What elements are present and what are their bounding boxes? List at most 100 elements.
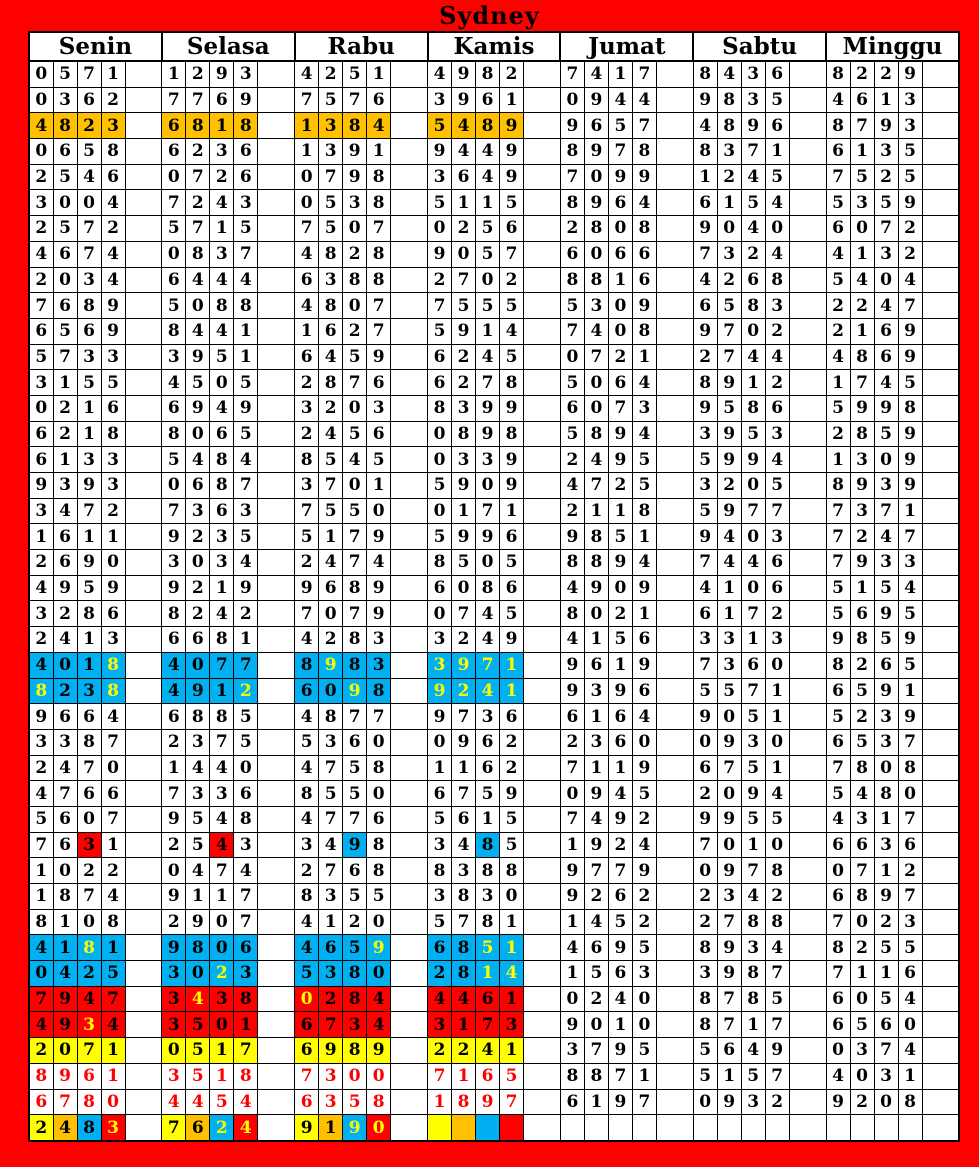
digit-cell: 4 xyxy=(294,934,320,962)
digit-cell: 7 xyxy=(318,754,344,782)
digit-cell: 0 xyxy=(185,420,211,448)
spacer-cell xyxy=(257,600,296,628)
spacer-cell xyxy=(788,343,827,371)
digit-cell: 9 xyxy=(28,703,54,730)
digit-cell: 2 xyxy=(849,1088,875,1116)
digit-cell: 2 xyxy=(100,215,126,242)
digit-cell: 3 xyxy=(849,1037,875,1064)
spacer-cell xyxy=(390,317,429,345)
spacer-cell xyxy=(788,574,827,602)
digit-cell: 1 xyxy=(583,703,609,730)
digit-cell: 6 xyxy=(607,960,633,987)
digit-cell: 9 xyxy=(849,549,875,576)
spacer-cell xyxy=(655,549,694,576)
digit-cell: 2 xyxy=(631,805,657,833)
digit-cell: 2 xyxy=(849,523,875,551)
spacer-cell xyxy=(523,266,561,294)
digit-cell: 4 xyxy=(233,1088,259,1116)
spacer-cell xyxy=(921,677,960,705)
digit-cell: 4 xyxy=(100,1011,126,1039)
digit-cell: 1 xyxy=(825,446,851,473)
digit-cell: 4 xyxy=(451,831,477,859)
digit-cell: 1 xyxy=(318,523,344,551)
digit-cell: 1 xyxy=(76,626,102,653)
spacer-cell xyxy=(124,343,163,371)
digit-cell: 5 xyxy=(161,215,187,242)
digit-cell: 6 xyxy=(427,780,453,807)
digit-cell: 7 xyxy=(849,857,875,884)
digit-cell: 1 xyxy=(100,1062,126,1090)
spacer-cell xyxy=(655,189,694,217)
digit-cell: 1 xyxy=(100,1037,126,1064)
digit-cell: 7 xyxy=(897,728,923,756)
digit-cell: 4 xyxy=(318,549,344,576)
digit-cell: 3 xyxy=(209,240,235,268)
digit-cell: 0 xyxy=(76,908,102,936)
digit-cell: 9 xyxy=(318,651,344,679)
spacer-cell xyxy=(523,831,561,859)
digit-cell: 4 xyxy=(631,703,657,730)
digit-cell: 4 xyxy=(100,883,126,910)
digit-cell: 4 xyxy=(475,163,501,191)
digit-cell: 6 xyxy=(873,317,899,345)
spacer-cell xyxy=(390,497,429,525)
digit-cell: 3 xyxy=(318,266,344,294)
digit-cell: 4 xyxy=(740,215,766,242)
digit-cell: 5 xyxy=(499,805,525,833)
digit-cell: 0 xyxy=(583,163,609,191)
digit-cell: 6 xyxy=(100,780,126,807)
spacer-cell xyxy=(523,215,561,242)
spacer-cell xyxy=(124,703,163,730)
digit-cell: 5 xyxy=(764,86,790,114)
digit-cell: 4 xyxy=(52,1114,78,1142)
digit-cell: 4 xyxy=(100,240,126,268)
digit-cell: 6 xyxy=(475,1062,501,1090)
digit-cell: 5 xyxy=(873,420,899,448)
spacer-cell xyxy=(124,960,163,987)
digit-cell: 7 xyxy=(52,1088,78,1116)
digit-cell: 8 xyxy=(185,112,211,140)
spacer-cell xyxy=(257,240,296,268)
spacer-cell xyxy=(257,472,296,499)
day-header-sabtu: Sabtu xyxy=(692,31,827,62)
digit-cell: 9 xyxy=(607,805,633,833)
spacer-cell xyxy=(788,112,827,140)
digit-cell: 3 xyxy=(716,883,742,910)
spacer-cell xyxy=(921,883,960,910)
spacer-cell xyxy=(921,394,960,422)
spacer-cell xyxy=(124,497,163,525)
digit-cell: 5 xyxy=(342,343,368,371)
digit-cell: 6 xyxy=(427,369,453,396)
digit-cell: 0 xyxy=(740,317,766,345)
digit-cell: 6 xyxy=(342,857,368,884)
digit-cell: 8 xyxy=(740,908,766,936)
digit-cell: 3 xyxy=(475,703,501,730)
spacer-cell xyxy=(390,1011,429,1039)
spacer-cell xyxy=(788,266,827,294)
digit-cell: 5 xyxy=(318,780,344,807)
digit-cell: 5 xyxy=(849,163,875,191)
spacer-cell xyxy=(390,1088,429,1116)
digit-cell: 8 xyxy=(28,1062,54,1090)
digit-cell: 3 xyxy=(76,446,102,473)
digit-cell: 1 xyxy=(740,369,766,396)
digit-cell: 1 xyxy=(100,934,126,962)
digit-cell xyxy=(559,1114,585,1142)
digit-cell: 1 xyxy=(233,626,259,653)
digit-cell: 2 xyxy=(233,677,259,705)
spacer-cell xyxy=(523,446,561,473)
digit-cell: 6 xyxy=(825,138,851,165)
digit-cell: 8 xyxy=(100,420,126,448)
digit-cell: 5 xyxy=(76,369,102,396)
digit-cell: 9 xyxy=(499,138,525,165)
digit-cell: 9 xyxy=(342,1114,368,1142)
digit-cell: 1 xyxy=(873,960,899,987)
digit-cell: 8 xyxy=(716,112,742,140)
digit-cell: 4 xyxy=(209,805,235,833)
spacer-cell xyxy=(257,677,296,705)
digit-cell: 6 xyxy=(294,1088,320,1116)
digit-cell: 3 xyxy=(692,420,718,448)
digit-cell: 4 xyxy=(740,1037,766,1064)
